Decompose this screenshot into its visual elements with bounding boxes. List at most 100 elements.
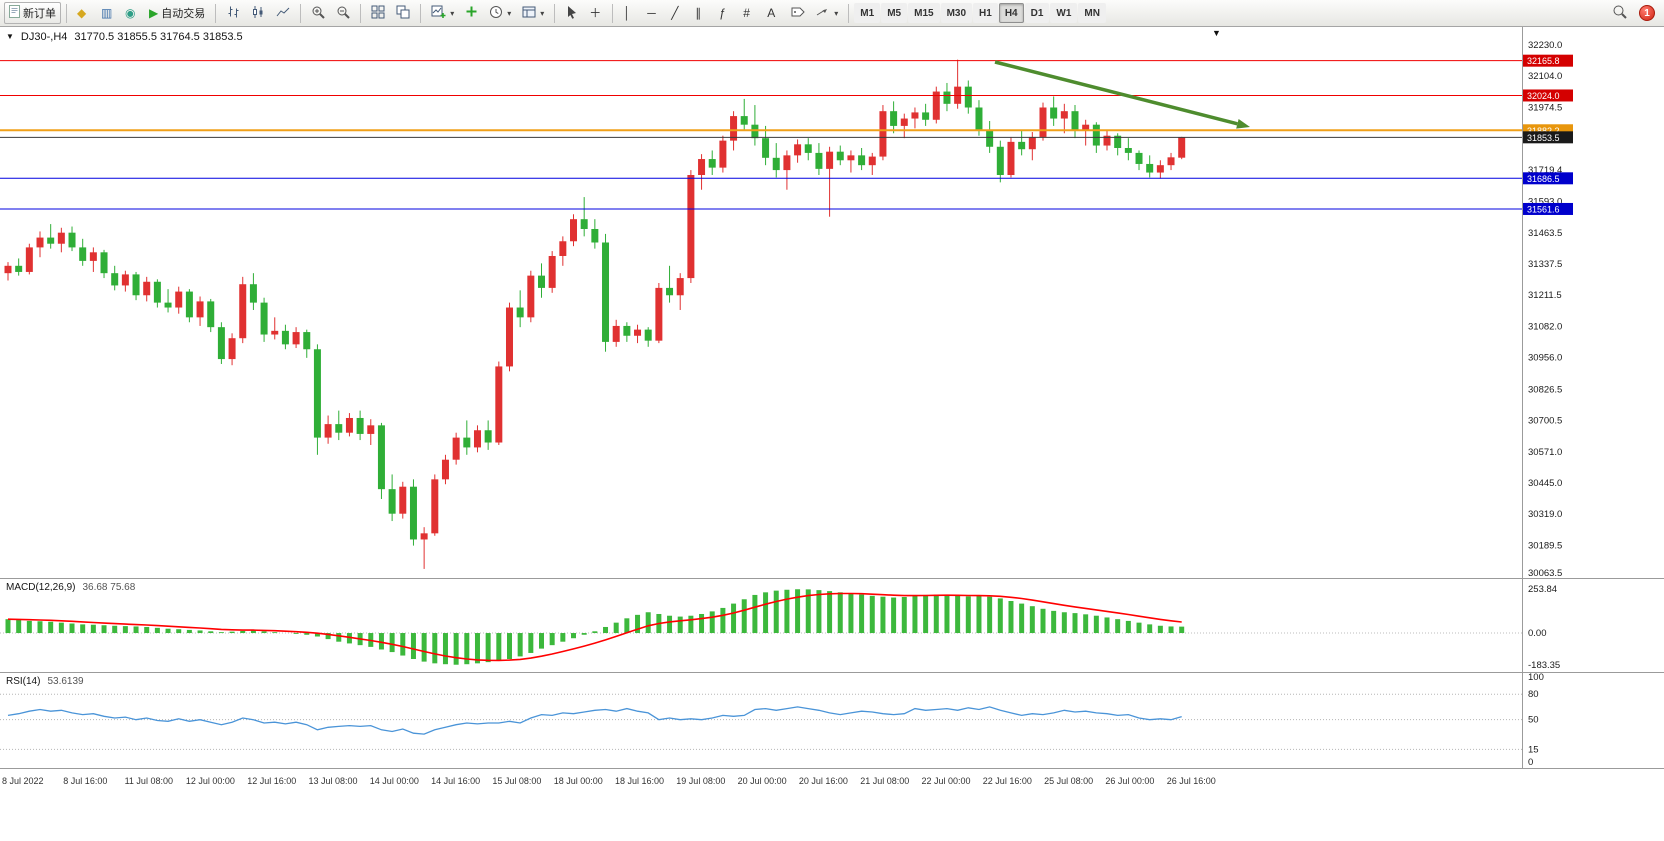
toolbar-separator xyxy=(215,3,217,23)
zoom-out-button[interactable] xyxy=(331,2,355,24)
templates-button[interactable]: ▾ xyxy=(517,2,549,24)
candle-body xyxy=(602,242,610,342)
candle-body xyxy=(399,486,407,514)
chart-canvas[interactable]: 32230.0 32104.0 31974.5 31719.4 31593.0 31463… xyxy=(0,27,1664,841)
timeframe-button-m15[interactable]: M15 xyxy=(908,3,940,23)
data-window-icon: ▥ xyxy=(101,6,113,20)
candle-body xyxy=(409,486,417,540)
chart-workspace: 32230.0 32104.0 31974.5 31719.4 31593.0 31463… xyxy=(0,27,1664,841)
crosshair-button[interactable]: ＋ xyxy=(584,2,607,24)
candle-body xyxy=(420,533,428,540)
time-axis-label: 12 Jul 16:00 xyxy=(247,776,296,786)
candle-body xyxy=(634,329,642,336)
market-watch-button[interactable]: ◆ xyxy=(72,2,95,24)
candle-body xyxy=(68,232,76,248)
downtrend-arrow[interactable] xyxy=(994,60,1250,129)
zoom-in-button[interactable] xyxy=(306,2,330,24)
timeframe-button-w1[interactable]: W1 xyxy=(1050,3,1078,23)
timeframe-button-d1[interactable]: D1 xyxy=(1024,3,1050,23)
candle-body xyxy=(303,332,311,350)
new-order-button[interactable]: 新订单 xyxy=(4,2,61,24)
candle-body xyxy=(217,327,225,360)
timeframe-button-m30[interactable]: M30 xyxy=(940,3,973,23)
time-axis-label: 12 Jul 00:00 xyxy=(186,776,235,786)
time-axis-label: 8 Jul 16:00 xyxy=(63,776,107,786)
label-tool-button[interactable] xyxy=(786,2,810,24)
timeframe-button-mn[interactable]: MN xyxy=(1078,3,1106,23)
search-button[interactable] xyxy=(1607,2,1632,24)
candle-body xyxy=(47,237,55,244)
candle-body xyxy=(505,307,513,367)
candle-body xyxy=(1028,136,1036,150)
svg-text:31882.2: 31882.2 xyxy=(1527,126,1560,136)
candle-body xyxy=(473,430,481,448)
timeframe-button-m1[interactable]: M1 xyxy=(854,3,881,23)
price-axis-tick: 32230.0 xyxy=(1528,40,1562,51)
periods-button[interactable]: ▾ xyxy=(484,2,516,24)
price-axis-tick: 30445.0 xyxy=(1528,478,1562,489)
candle-body xyxy=(570,219,578,242)
candle-body xyxy=(377,425,385,490)
svg-text:31686.5: 31686.5 xyxy=(1527,174,1560,184)
candle-body xyxy=(1039,107,1047,137)
time-axis-label: 19 Jul 08:00 xyxy=(676,776,725,786)
arrow-shape-icon xyxy=(816,6,830,21)
candle-body xyxy=(441,459,449,480)
timeframe-button-h4[interactable]: H4 xyxy=(998,3,1024,23)
candle-body xyxy=(175,291,183,308)
horizontal-line-tool-button[interactable]: ─ xyxy=(642,2,665,24)
candle-body xyxy=(826,151,834,169)
grid-tool-button[interactable]: # xyxy=(738,2,761,24)
chevron-down-icon: ▾ xyxy=(834,8,839,18)
line-chart-type-button[interactable] xyxy=(271,2,295,24)
toolbar: 新订单 ◆ ▥ ◉ ▶ 自动交易 xyxy=(0,0,1664,27)
price-axis-tick: 30956.0 xyxy=(1528,353,1562,364)
macd-axis-tick: -183.35 xyxy=(1528,660,1560,671)
toolbar-separator xyxy=(420,3,422,23)
price-axis-tick: 31593.0 xyxy=(1528,196,1562,207)
notification-badge[interactable]: 1 xyxy=(1639,5,1655,21)
candle-body xyxy=(708,159,716,168)
candle-body xyxy=(1092,124,1100,146)
cascade-windows-button[interactable] xyxy=(391,2,415,24)
toolbar-separator xyxy=(360,3,362,23)
timeframe-button-m5[interactable]: M5 xyxy=(881,3,908,23)
candle-body xyxy=(196,301,204,318)
symbol-dropdown-icon[interactable]: ▼ xyxy=(6,32,14,41)
candle-body xyxy=(164,302,172,308)
candle-body xyxy=(772,157,780,171)
symbol-period-label: DJ30-,H4 xyxy=(20,31,68,43)
vertical-line-tool-button[interactable]: │ xyxy=(618,2,641,24)
channel-tool-button[interactable]: ∥ xyxy=(690,2,713,24)
new-chart-button[interactable]: ▾ xyxy=(426,2,459,24)
candle-body xyxy=(292,332,300,345)
indicators-button[interactable] xyxy=(460,2,483,24)
candlestick-type-button[interactable] xyxy=(246,2,270,24)
crosshair-icon: ＋ xyxy=(589,6,602,20)
chart-scroll-marker[interactable]: ▼ xyxy=(1212,28,1221,38)
data-window-button[interactable]: ▥ xyxy=(96,2,119,24)
text-tool-button[interactable]: A xyxy=(762,2,785,24)
shapes-tool-button[interactable]: ▾ xyxy=(811,2,843,24)
candle-body xyxy=(1060,111,1068,119)
svg-text:31561.6: 31561.6 xyxy=(1527,204,1560,214)
new-chart-icon xyxy=(431,5,446,22)
cursor-button[interactable] xyxy=(560,2,583,24)
candle-body xyxy=(730,116,738,141)
timeframe-button-h1[interactable]: H1 xyxy=(973,3,998,23)
ohlc-values: 31770.5 31855.5 31764.5 31853.5 xyxy=(74,31,243,43)
bar-chart-type-button[interactable] xyxy=(221,2,245,24)
auto-trading-button[interactable]: ▶ 自动交易 xyxy=(144,2,210,24)
navigator-button[interactable]: ◉ xyxy=(120,2,143,24)
time-axis-label: 15 Jul 08:00 xyxy=(492,776,541,786)
bar-chart-icon xyxy=(226,5,240,22)
candle-body xyxy=(36,237,44,248)
fibonacci-tool-button[interactable]: ƒ xyxy=(714,2,737,24)
candle-body xyxy=(943,91,951,104)
candle-body xyxy=(783,155,791,171)
tile-windows-button[interactable] xyxy=(366,2,390,24)
trendline-tool-button[interactable]: ╱ xyxy=(666,2,689,24)
candle-body xyxy=(975,107,983,130)
candle-body xyxy=(836,151,844,161)
